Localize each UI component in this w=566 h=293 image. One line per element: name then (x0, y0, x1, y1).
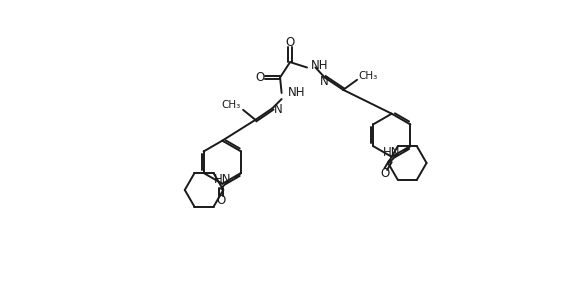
Text: HN: HN (383, 146, 400, 159)
Text: CH₃: CH₃ (359, 71, 378, 81)
Text: NH: NH (288, 86, 305, 99)
Text: O: O (380, 167, 389, 180)
Text: O: O (216, 194, 226, 207)
Text: CH₃: CH₃ (221, 100, 241, 110)
Text: O: O (255, 71, 265, 84)
Text: NH: NH (311, 59, 328, 72)
Text: N: N (320, 75, 329, 88)
Text: O: O (285, 36, 295, 49)
Text: N: N (273, 103, 282, 115)
Text: HN: HN (213, 173, 231, 186)
